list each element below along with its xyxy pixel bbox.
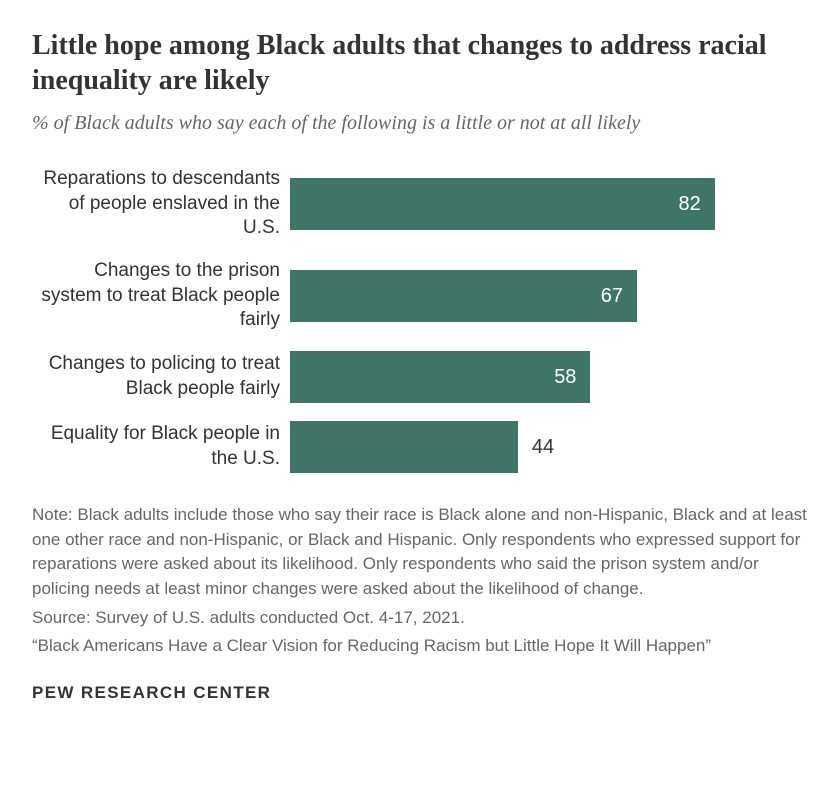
bar-label: Equality for Black people in the U.S. <box>32 422 290 471</box>
bar-row: Changes to the prison system to treat Bl… <box>32 259 808 333</box>
footer-brand: PEW RESEARCH CENTER <box>32 683 808 703</box>
bar <box>290 421 518 473</box>
chart-note: Note: Black adults include those who say… <box>32 503 808 602</box>
bar-value: 82 <box>679 193 701 216</box>
chart-report: “Black Americans Have a Clear Vision for… <box>32 634 808 659</box>
bar-area: 67 <box>290 270 808 322</box>
bar-label: Changes to policing to treat Black peopl… <box>32 352 290 401</box>
bar-row: Changes to policing to treat Black peopl… <box>32 351 808 403</box>
chart-subtitle: % of Black adults who say each of the fo… <box>32 110 808 137</box>
bar-value: 44 <box>532 436 554 459</box>
bar-row: Reparations to descendants of people ens… <box>32 167 808 241</box>
bar-area: 58 <box>290 351 808 403</box>
bar-chart: Reparations to descendants of people ens… <box>32 167 808 473</box>
bar-row: Equality for Black people in the U.S. 44 <box>32 421 808 473</box>
bar-value: 67 <box>601 285 623 308</box>
bar-label: Changes to the prison system to treat Bl… <box>32 259 290 333</box>
bar: 58 <box>290 351 590 403</box>
bar: 82 <box>290 178 715 230</box>
chart-title: Little hope among Black adults that chan… <box>32 28 808 98</box>
chart-source: Source: Survey of U.S. adults conducted … <box>32 606 808 631</box>
bar-area: 82 <box>290 178 808 230</box>
bar: 67 <box>290 270 637 322</box>
bar-value: 58 <box>554 366 576 389</box>
bar-area: 44 <box>290 421 808 473</box>
bar-label: Reparations to descendants of people ens… <box>32 167 290 241</box>
